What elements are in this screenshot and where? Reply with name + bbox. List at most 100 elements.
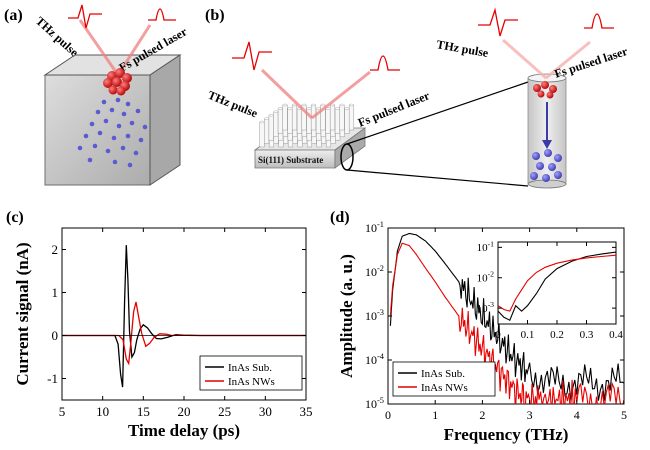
nanowire-top <box>287 107 293 110</box>
laser-beam <box>116 24 152 76</box>
legend-label: InAs Sub. <box>228 362 272 374</box>
nanowire <box>329 104 336 131</box>
y-tick-label: 2 <box>52 242 59 257</box>
series-line-inas-sub- <box>62 245 306 388</box>
x-tick-label: 0.3 <box>580 329 594 341</box>
laser-pulse-icon-b <box>370 55 400 71</box>
x-tick-label: 0.2 <box>550 329 564 341</box>
series-line-inas-sub- <box>498 251 616 321</box>
scattered-carriers-b <box>530 149 562 182</box>
nanowire <box>259 121 265 148</box>
y-axis-label: Current signal (nA) <box>13 242 32 385</box>
electron-cluster-b <box>533 81 557 99</box>
x-tick-label: 10 <box>96 404 109 419</box>
x-tick-label: 1 <box>432 408 438 422</box>
nanowire-top <box>268 113 274 117</box>
series-line-inas-sub- <box>389 232 624 402</box>
thz-pulse-icon-b <box>232 41 272 71</box>
panel-c-label: (c) <box>6 209 24 226</box>
legend <box>199 355 303 391</box>
nanowire <box>291 104 298 131</box>
nanowire-top <box>349 103 355 107</box>
y-tick-label: 10-4 <box>365 352 385 367</box>
panel-b-thz-label-right: THz pulse <box>435 37 490 60</box>
substrate-side <box>334 127 366 169</box>
y-tick-label: 1 <box>52 285 59 300</box>
scattered-carriers <box>77 97 148 168</box>
panel-b: (b) Si(111) Substrate THz pulse Fs pulse… <box>205 7 630 189</box>
nanowire-top <box>334 107 340 110</box>
nanowire-array <box>259 103 355 148</box>
x-tick-label: 0.1 <box>521 329 535 341</box>
x-tick-label: 30 <box>259 404 272 419</box>
nanowire <box>282 104 288 131</box>
laser-beam-b <box>311 70 371 120</box>
y-tick-label: -1 <box>47 371 58 386</box>
nanowire <box>273 111 279 138</box>
nanowire-top <box>339 103 345 107</box>
y-tick-label: 10-5 <box>365 396 384 411</box>
thz-beam <box>78 19 120 76</box>
y-tick-label: 0 <box>52 328 59 343</box>
nanowire <box>334 108 340 134</box>
panel-d-label: (d) <box>330 209 350 226</box>
chart-c: 5 10 15 20 25 30 35 -1 0 1 2 Time delay (ps) Current… <box>13 227 313 440</box>
x-tick-label: 0.4 <box>609 329 623 341</box>
thz-pulse-icon-c <box>478 7 518 37</box>
y-tick-label: 10-1 <box>477 239 495 254</box>
legend-label: InAs NWs <box>228 376 275 388</box>
x-tick-label: 2 <box>479 408 485 422</box>
cube-front <box>44 74 151 186</box>
x-tick-label: 3 <box>527 408 533 422</box>
laser-beam-c <box>545 40 591 80</box>
y-tick-label: 10-1 <box>365 220 384 235</box>
nanowire <box>339 104 345 131</box>
series-line-inas-nws <box>389 242 624 404</box>
nanowire-top <box>277 107 283 110</box>
thz-beam-c <box>502 38 547 80</box>
series-line-inas-nws <box>498 254 616 312</box>
x-axis-label: Frequency (THz) <box>444 425 569 444</box>
substrate-label: Si(111) Substrate <box>258 155 323 165</box>
x-tick-label: 4 <box>574 408 580 422</box>
cube-side <box>149 54 181 186</box>
plot-frame <box>497 241 617 325</box>
panel-d: (d) 0 1 2 3 4 5 10-5 10-4 10-3 10-2 10-1 Frequency … <box>330 209 627 444</box>
x-tick-label: 25 <box>218 404 231 419</box>
nanowire <box>268 114 274 141</box>
panel-a-thz-label: THz pulse <box>33 14 82 60</box>
legend-label: InAs NWs <box>421 382 468 394</box>
nanowire-top <box>259 120 265 124</box>
nanowire <box>287 108 293 134</box>
panel-a-label: (a) <box>4 7 23 24</box>
x-tick-label: 15 <box>137 404 150 419</box>
y-axis-label: Amplitude (a. u.) <box>337 254 356 378</box>
x-tick-label: 5 <box>59 404 66 419</box>
nanowire <box>344 108 350 134</box>
nanowire <box>296 108 302 134</box>
chart-d-inset: 0 0.1 0.2 0.3 0.4 10-3 10-2 10-1 <box>477 239 624 341</box>
thz-beam-b <box>260 68 314 120</box>
electron-cluster <box>103 68 132 96</box>
x-tick-label: 20 <box>178 404 191 419</box>
y-tick-label: 10-3 <box>365 308 384 323</box>
panel-b-label: (b) <box>205 7 225 24</box>
laser-pulse-icon <box>148 8 176 21</box>
x-tick-label: 0 <box>495 329 501 341</box>
nanowire-top <box>311 103 317 107</box>
nanowire-top <box>301 103 307 107</box>
zoom-line-bottom <box>346 169 529 187</box>
nanowire <box>264 118 270 144</box>
y-tick-label: 10-2 <box>477 270 495 285</box>
nanowire-top <box>282 103 288 107</box>
legend <box>392 361 496 397</box>
x-axis-label: Time delay (ps) <box>128 421 240 440</box>
nanowire-top <box>320 103 326 107</box>
panel-c: (c) 5 10 15 20 25 30 35 -1 0 1 2 Time delay (ps) Cur… <box>6 209 313 440</box>
panel-b-laser-label: Fs pulsed laser <box>356 88 432 130</box>
laser-pulse-icon-c <box>584 13 614 29</box>
nanowire-top <box>264 117 270 120</box>
nanowire <box>277 108 283 134</box>
y-tick-label: 10-2 <box>365 264 384 279</box>
